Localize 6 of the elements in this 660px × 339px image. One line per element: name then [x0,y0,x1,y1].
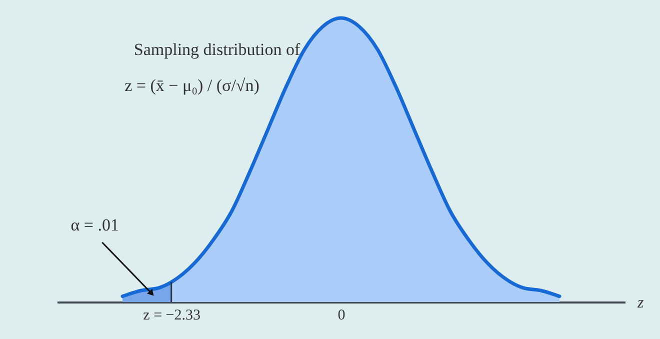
annotation: α = .01 [70,216,119,235]
x-tick-label: 0 [338,308,346,324]
x-axis-title: z [636,294,644,312]
x-tick-label: z = −2.33 [143,308,200,324]
annotation: Sampling distribution of [134,40,300,59]
annotation: z = (x̄ − μ₀) / (σ/√n) [124,76,260,95]
